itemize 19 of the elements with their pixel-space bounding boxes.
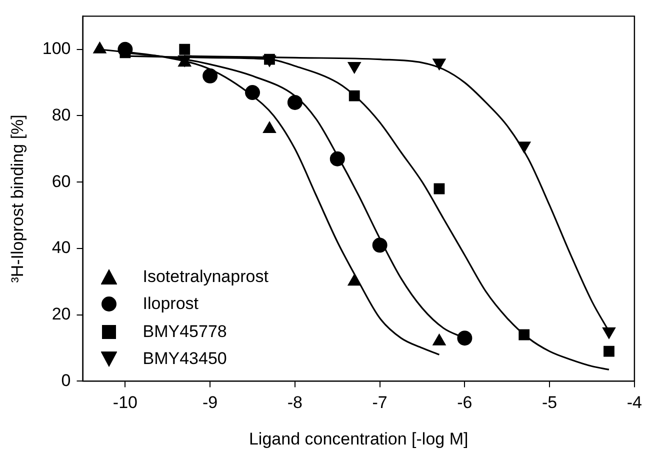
y-tick-label: 100 <box>42 39 71 58</box>
x-tick-label: -5 <box>542 393 558 412</box>
x-tick-label: -8 <box>287 393 303 412</box>
y-tick-label: 60 <box>52 172 71 191</box>
y-tick-label: 0 <box>61 370 71 390</box>
y-tick-label: 80 <box>52 105 71 124</box>
legend-label: Iloprost <box>142 294 198 314</box>
legend-label: Isotetralynaprost <box>142 266 268 287</box>
y-tick-label: 40 <box>52 238 71 258</box>
legend-label: BMY45778 <box>142 322 227 342</box>
y-tick-label: 20 <box>52 304 71 324</box>
y-axis-title: ³H-Iloprost binding [%] <box>8 114 27 283</box>
x-tick-label: -6 <box>457 393 472 412</box>
legend-label: BMY43450 <box>142 349 227 370</box>
x-axis-title: Ligand concentration [-log M] <box>248 429 468 448</box>
x-tick-label: -10 <box>112 393 138 412</box>
x-tick-label: -4 <box>626 393 642 412</box>
x-tick-label: -7 <box>372 393 388 412</box>
x-tick-label: -9 <box>202 393 218 412</box>
